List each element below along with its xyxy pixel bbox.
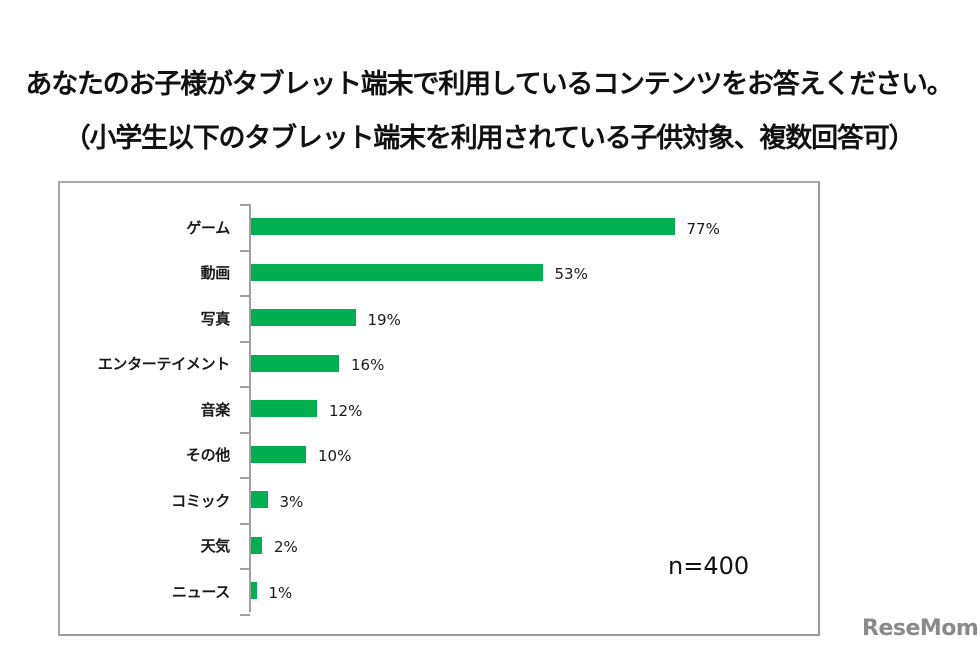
axis-tick	[240, 341, 250, 343]
category-label: コミック	[171, 492, 230, 510]
bar	[251, 309, 356, 326]
bar	[251, 264, 543, 281]
sample-size-note: n=400	[668, 552, 750, 580]
value-label: 77%	[686, 220, 720, 238]
axis-tick	[240, 477, 250, 479]
axis-tick	[240, 250, 250, 252]
axis-tick	[240, 204, 250, 206]
axis-tick	[240, 523, 250, 525]
bar	[251, 491, 268, 508]
axis-tick	[240, 432, 250, 434]
category-label: ゲーム	[186, 219, 230, 237]
axis-tick	[240, 386, 250, 388]
category-label: その他	[185, 446, 230, 464]
bar	[251, 582, 257, 599]
bar	[251, 400, 317, 417]
axis-tick	[240, 295, 250, 297]
value-label: 12%	[329, 402, 363, 420]
category-label: 音楽	[200, 401, 231, 419]
chart-title-line-1: あなたのお子様がタブレット端末で利用しているコンテンツをお答えください。	[25, 69, 953, 100]
category-label: 写真	[200, 310, 231, 328]
bar	[251, 537, 262, 554]
category-axis	[249, 204, 251, 612]
bar	[251, 218, 675, 235]
value-label: 10%	[318, 447, 352, 465]
value-label: 1%	[268, 584, 293, 602]
chart-title-line-2: （小学生以下のタブレット端末を利用されている子供対象、複数回答可）	[63, 123, 916, 154]
category-label: ニュース	[171, 583, 230, 601]
category-label: 動画	[200, 264, 231, 282]
axis-tick	[240, 568, 250, 570]
chart-frame	[58, 181, 820, 636]
category-label: 天気	[200, 537, 231, 555]
bar	[251, 446, 306, 463]
category-label: エンターテイメント	[97, 355, 231, 373]
bar	[251, 355, 339, 372]
value-label: 16%	[351, 356, 385, 374]
value-label: 19%	[367, 311, 401, 329]
value-label: 2%	[274, 538, 298, 556]
resemom-logo: ReseMom	[862, 616, 978, 641]
value-label: 53%	[554, 265, 588, 283]
value-label: 3%	[279, 493, 304, 511]
axis-tick	[240, 614, 250, 616]
